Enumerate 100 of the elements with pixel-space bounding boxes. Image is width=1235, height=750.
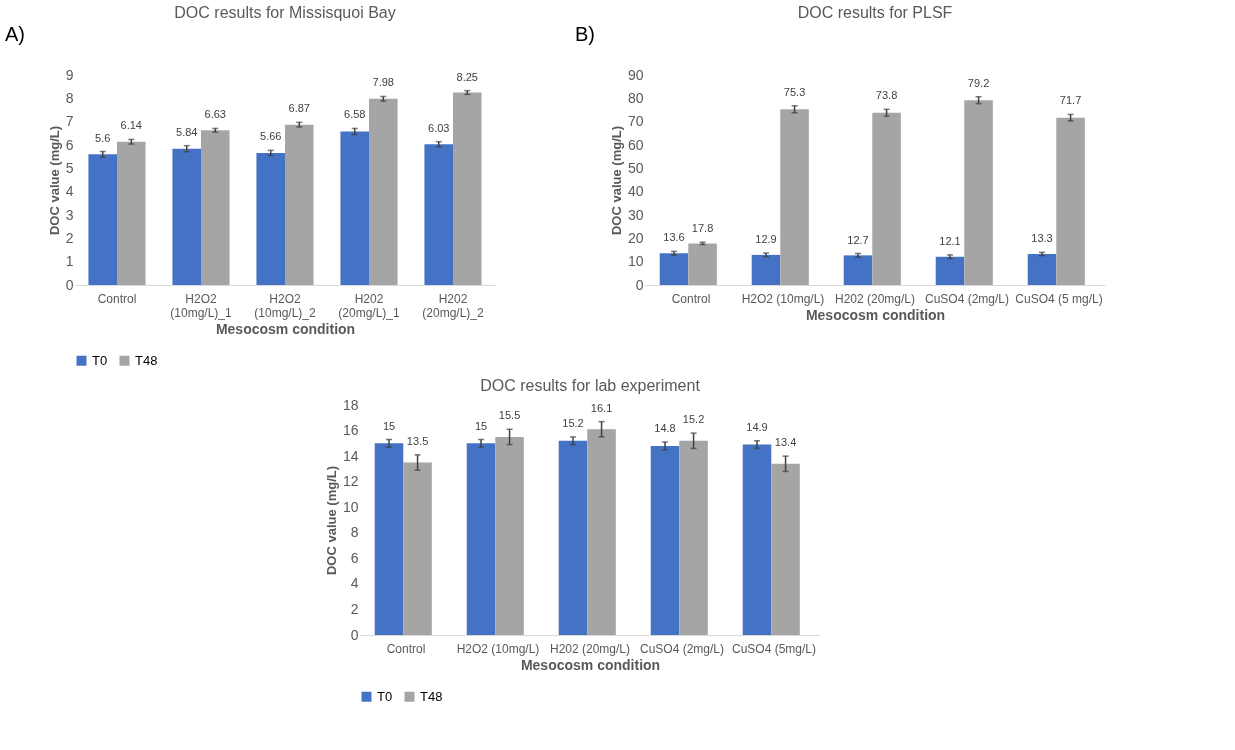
bar: [88, 154, 117, 285]
legend-label: T0: [377, 688, 393, 704]
chart-title: DOC results for PLSF: [797, 4, 953, 21]
x-tick-label: H2O2 (10mg/L)_2: [254, 291, 316, 320]
bar: [403, 462, 432, 635]
data-label: 15.2: [682, 413, 705, 426]
x-tick-label: H2O2 (10mg/L): [456, 641, 540, 656]
x-tick-label: CuSO4 (2mg/L): [924, 291, 1010, 306]
y-tick-label: 7: [65, 113, 74, 130]
bar: [558, 440, 588, 635]
y-tick-label: 3: [65, 206, 74, 223]
bar: [587, 429, 616, 635]
data-label: 14.9: [746, 420, 768, 433]
y-axis-title: DOC value (mg/L): [323, 465, 339, 576]
data-label: 13.5: [406, 434, 429, 447]
x-tick-label: CuSO4 (2mg/L): [639, 641, 725, 656]
x-tick-label: H202 (20mg/L)_1: [338, 291, 400, 320]
data-label: 12.7: [847, 233, 869, 246]
y-tick-label: 12: [342, 473, 359, 490]
data-label: 16.1: [590, 401, 613, 414]
x-tick-label: H202 (20mg/L): [549, 641, 631, 656]
data-label: 5.6: [95, 131, 111, 144]
legend-label: T48: [135, 352, 158, 368]
data-label: 75.3: [783, 85, 806, 98]
x-axis-title: Mesocosm condition: [520, 656, 661, 673]
x-tick-label: CuSO4 (5 mg/L): [1015, 291, 1103, 306]
y-tick-label: 6: [65, 136, 74, 153]
y-tick-label: 6: [350, 549, 359, 566]
y-tick-label: 1: [65, 253, 74, 270]
x-tick-label: CuSO4 (5mg/L): [731, 641, 817, 656]
bar: [172, 148, 201, 285]
bar: [1027, 253, 1057, 285]
x-axis-title: Mesocosm condition: [215, 320, 356, 337]
bar: [659, 253, 689, 285]
data-label: 5.66: [260, 130, 282, 143]
bar: [650, 445, 680, 635]
bar: [256, 152, 285, 285]
data-label: 13.6: [663, 231, 685, 244]
y-tick-label: 0: [350, 626, 359, 643]
bar: [872, 112, 901, 285]
y-tick-label: 70: [627, 113, 644, 130]
bar: [424, 144, 453, 285]
data-label: 79.2: [967, 76, 990, 89]
data-label: 15: [382, 419, 396, 432]
bar: [369, 98, 398, 285]
bar: [679, 440, 708, 635]
y-tick-label: 18: [342, 396, 359, 413]
y-tick-label: 10: [627, 253, 644, 270]
legend-label: T48: [420, 688, 443, 704]
y-tick-label: 4: [65, 183, 74, 200]
y-tick-label: 60: [627, 136, 644, 153]
y-axis-title: DOC value (mg/L): [608, 125, 624, 236]
bar: [964, 100, 993, 285]
bar: [374, 443, 404, 635]
bar: [771, 463, 800, 635]
data-label: 15.5: [498, 409, 521, 422]
x-tick-label: Control: [671, 291, 711, 306]
data-label: 73.8: [875, 89, 898, 102]
bar: [751, 254, 781, 285]
y-tick-label: 8: [350, 524, 359, 541]
y-tick-label: 2: [65, 229, 74, 246]
y-tick-label: 0: [635, 276, 644, 293]
y-tick-label: 9: [65, 66, 74, 83]
y-tick-label: 10: [342, 498, 359, 515]
data-label: 15: [474, 419, 488, 432]
y-tick-label: 8: [65, 89, 74, 106]
data-label: 14.8: [654, 422, 676, 435]
x-tick-label: H2O2 (10mg/L)_1: [170, 291, 232, 320]
data-label: 71.7: [1059, 94, 1082, 107]
data-label: 15.2: [562, 416, 584, 429]
bar: [1056, 117, 1085, 285]
x-tick-label: H2O2 (10mg/L): [741, 291, 825, 306]
y-tick-label: 5: [65, 159, 74, 176]
bar: [495, 436, 524, 635]
bar: [688, 243, 717, 285]
data-label: 7.98: [372, 76, 394, 89]
y-tick-label: 50: [627, 159, 644, 176]
bar: [466, 443, 496, 635]
y-tick-label: 2: [350, 600, 359, 617]
y-tick-label: 20: [627, 229, 644, 246]
y-tick-label: 4: [350, 575, 359, 592]
bar: [117, 141, 146, 285]
chart-title: DOC results for lab experiment: [480, 377, 701, 394]
bar: [742, 444, 772, 635]
bar: [780, 109, 809, 285]
data-label: 8.25: [456, 70, 478, 83]
data-label: 6.87: [288, 102, 310, 115]
data-label: 13.3: [1031, 232, 1053, 245]
bar: [340, 131, 369, 285]
data-label: 12.9: [755, 233, 777, 246]
y-axis-title: DOC value (mg/L): [46, 125, 62, 236]
bar: [285, 124, 314, 285]
y-tick-label: 90: [627, 66, 644, 83]
data-label: 12.1: [939, 234, 961, 247]
bar: [453, 92, 482, 285]
bar: [935, 256, 965, 285]
data-label: 6.03: [428, 121, 450, 134]
y-tick-label: 14: [342, 447, 359, 464]
text: B): [575, 23, 595, 45]
x-tick-label: H202 (20mg/L)_2: [422, 291, 484, 320]
